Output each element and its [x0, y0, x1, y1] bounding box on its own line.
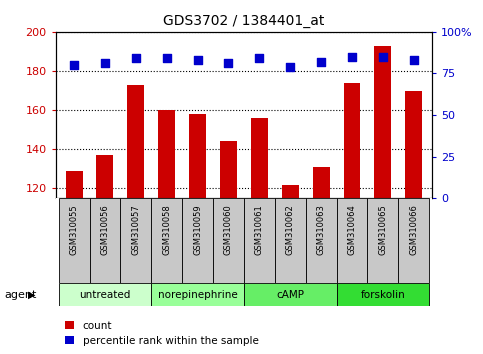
- Point: [132, 56, 140, 61]
- Bar: [251, 118, 268, 198]
- Bar: [151, 283, 244, 306]
- Text: ▶: ▶: [28, 290, 36, 300]
- Bar: [97, 155, 114, 198]
- Text: GSM310062: GSM310062: [286, 204, 295, 255]
- Bar: [306, 198, 337, 283]
- Point: [410, 57, 418, 63]
- Bar: [89, 198, 120, 283]
- Point: [286, 64, 294, 70]
- Title: GDS3702 / 1384401_at: GDS3702 / 1384401_at: [163, 14, 325, 28]
- Text: agent: agent: [5, 290, 37, 300]
- Bar: [337, 283, 429, 306]
- Bar: [343, 83, 360, 198]
- Bar: [368, 198, 398, 283]
- Text: GSM310057: GSM310057: [131, 204, 141, 255]
- Bar: [337, 198, 368, 283]
- Point: [225, 61, 232, 66]
- Bar: [58, 198, 89, 283]
- Bar: [244, 198, 275, 283]
- Text: forskolin: forskolin: [360, 290, 405, 300]
- Text: GSM310055: GSM310055: [70, 204, 79, 255]
- Bar: [275, 198, 306, 283]
- Point: [256, 56, 263, 61]
- Point: [348, 54, 356, 59]
- Bar: [398, 198, 429, 283]
- Text: GSM310060: GSM310060: [224, 204, 233, 255]
- Bar: [374, 46, 391, 198]
- Text: GSM310064: GSM310064: [347, 204, 356, 255]
- Point: [379, 54, 387, 59]
- Text: GSM310063: GSM310063: [317, 204, 326, 255]
- Point: [194, 57, 201, 63]
- Bar: [189, 114, 206, 198]
- Bar: [151, 198, 182, 283]
- Text: GSM310059: GSM310059: [193, 204, 202, 255]
- Bar: [66, 171, 83, 198]
- Bar: [120, 198, 151, 283]
- Point: [70, 62, 78, 68]
- Bar: [128, 85, 144, 198]
- Point: [317, 59, 325, 65]
- Bar: [282, 184, 298, 198]
- Bar: [182, 198, 213, 283]
- Text: GSM310058: GSM310058: [162, 204, 171, 255]
- Text: GSM310056: GSM310056: [100, 204, 110, 255]
- Bar: [158, 110, 175, 198]
- Text: GSM310066: GSM310066: [409, 204, 418, 255]
- Bar: [213, 198, 244, 283]
- Point: [163, 56, 170, 61]
- Text: untreated: untreated: [79, 290, 130, 300]
- Text: cAMP: cAMP: [276, 290, 304, 300]
- Text: norepinephrine: norepinephrine: [158, 290, 238, 300]
- Bar: [313, 167, 329, 198]
- Point: [101, 61, 109, 66]
- Legend: count, percentile rank within the sample: count, percentile rank within the sample: [61, 317, 263, 350]
- Bar: [405, 91, 422, 198]
- Bar: [58, 283, 151, 306]
- Bar: [220, 142, 237, 198]
- Text: GSM310065: GSM310065: [378, 204, 387, 255]
- Bar: [244, 283, 337, 306]
- Text: GSM310061: GSM310061: [255, 204, 264, 255]
